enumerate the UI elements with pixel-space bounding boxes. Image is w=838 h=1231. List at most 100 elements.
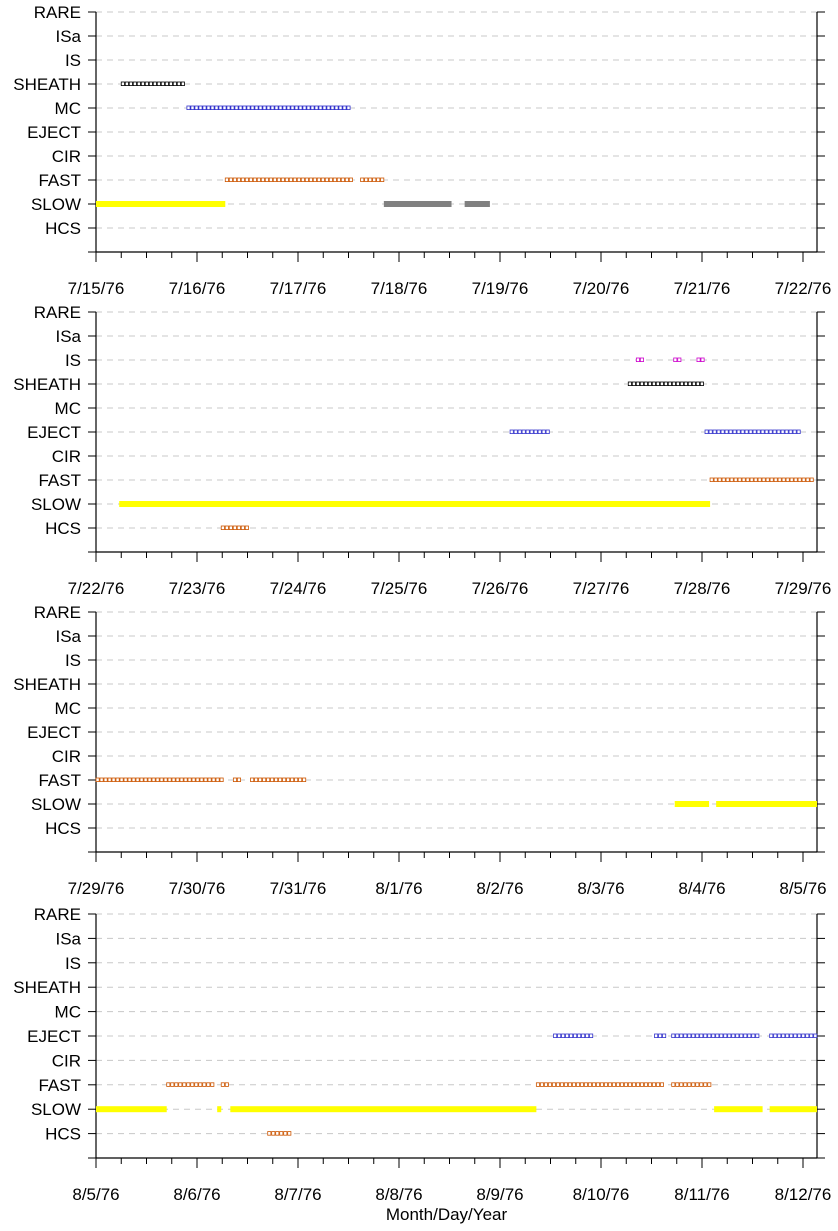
interval-marker bbox=[183, 777, 188, 782]
interval-marker bbox=[631, 1082, 636, 1087]
interval-marker bbox=[194, 1082, 199, 1087]
x-tick-label: 7/21/76 bbox=[674, 279, 731, 298]
interval-marker bbox=[230, 105, 235, 110]
interval-marker bbox=[777, 477, 782, 482]
x-tick-label: 7/15/76 bbox=[68, 279, 125, 298]
category-label-rare: RARE bbox=[34, 3, 81, 22]
interval-marker bbox=[761, 477, 766, 482]
interval-marker bbox=[294, 105, 299, 110]
interval-marker bbox=[316, 177, 321, 182]
x-tick-label: 8/6/76 bbox=[173, 1185, 220, 1204]
interval-slow bbox=[119, 501, 711, 507]
interval-marker bbox=[539, 1082, 544, 1087]
category-label-isa: ISa bbox=[55, 27, 81, 46]
interval-marker bbox=[585, 1033, 590, 1038]
interval-marker bbox=[792, 429, 797, 434]
interval-marker bbox=[238, 105, 243, 110]
interval-slow bbox=[96, 201, 226, 207]
interval-marker bbox=[671, 1033, 676, 1038]
interval-marker bbox=[699, 381, 704, 386]
interval-marker bbox=[207, 777, 212, 782]
interval-marker bbox=[517, 429, 522, 434]
category-label-fast: FAST bbox=[38, 171, 81, 190]
interval-marker bbox=[306, 105, 311, 110]
x-tick-label: 7/24/76 bbox=[270, 579, 327, 598]
interval-marker bbox=[256, 177, 261, 182]
interval-marker bbox=[258, 105, 263, 110]
category-label-hcs: HCS bbox=[45, 819, 81, 838]
interval-marker bbox=[203, 777, 208, 782]
category-label-sheath: SHEATH bbox=[13, 675, 81, 694]
interval-marker bbox=[228, 525, 233, 530]
interval-marker bbox=[302, 105, 307, 110]
interval-marker bbox=[776, 429, 781, 434]
interval-marker bbox=[797, 477, 802, 482]
interval-marker bbox=[310, 105, 315, 110]
interval-marker bbox=[228, 177, 233, 182]
interval-marker bbox=[222, 105, 227, 110]
interval-marker bbox=[764, 429, 769, 434]
interval-marker bbox=[334, 105, 339, 110]
x-tick-label: 7/23/76 bbox=[169, 579, 226, 598]
interval-marker bbox=[695, 1082, 700, 1087]
interval-marker bbox=[707, 1033, 712, 1038]
interval-marker bbox=[284, 177, 289, 182]
interval-marker bbox=[699, 1033, 704, 1038]
interval-marker bbox=[210, 105, 215, 110]
interval-marker bbox=[368, 177, 373, 182]
interval-marker bbox=[662, 1033, 667, 1038]
interval-eject bbox=[509, 429, 550, 434]
interval-marker bbox=[298, 777, 303, 782]
interval-marker bbox=[521, 429, 526, 434]
interval-marker bbox=[545, 429, 550, 434]
interval-marker bbox=[805, 1033, 810, 1038]
interval-marker bbox=[611, 1082, 616, 1087]
interval-marker bbox=[525, 429, 530, 434]
interval-marker bbox=[793, 477, 798, 482]
x-tick-label: 7/20/76 bbox=[573, 279, 630, 298]
interval-eject bbox=[671, 1033, 760, 1038]
interval-marker bbox=[342, 105, 347, 110]
interval-marker bbox=[236, 777, 241, 782]
interval-marker bbox=[147, 777, 152, 782]
interval-marker bbox=[155, 777, 160, 782]
interval-eject bbox=[654, 1033, 667, 1038]
interval-marker bbox=[244, 525, 249, 530]
interval-marker bbox=[573, 1033, 578, 1038]
interval-marker bbox=[765, 477, 770, 482]
category-label-isa: ISa bbox=[55, 327, 81, 346]
interval-marker bbox=[250, 777, 255, 782]
interval-marker bbox=[236, 525, 241, 530]
interval-marker bbox=[278, 105, 283, 110]
interval-marker bbox=[246, 105, 251, 110]
interval-marker bbox=[298, 105, 303, 110]
interval-marker bbox=[801, 1033, 806, 1038]
interval-fast bbox=[232, 777, 241, 782]
interval-marker bbox=[749, 477, 754, 482]
interval-marker bbox=[252, 177, 257, 182]
interval-fast bbox=[360, 177, 385, 182]
interval-marker bbox=[805, 477, 810, 482]
interval-marker bbox=[671, 1082, 676, 1087]
category-label-eject: EJECT bbox=[27, 1027, 81, 1046]
interval-marker bbox=[328, 177, 333, 182]
category-label-hcs: HCS bbox=[45, 1125, 81, 1144]
interval-marker bbox=[619, 1082, 624, 1087]
x-tick-label: 7/16/76 bbox=[169, 279, 226, 298]
interval-marker bbox=[338, 105, 343, 110]
interval-marker bbox=[801, 477, 806, 482]
interval-marker bbox=[732, 429, 737, 434]
interval-marker bbox=[287, 1131, 292, 1136]
interval-marker bbox=[210, 1082, 215, 1087]
category-label-rare: RARE bbox=[34, 603, 81, 622]
interval-marker bbox=[509, 429, 514, 434]
interval-marker bbox=[773, 1033, 778, 1038]
interval-marker bbox=[324, 177, 329, 182]
interval-marker bbox=[282, 105, 287, 110]
interval-marker bbox=[198, 105, 203, 110]
interval-sheath bbox=[627, 381, 704, 386]
interval-marker bbox=[658, 1033, 663, 1038]
interval-marker bbox=[671, 381, 676, 386]
interval-marker bbox=[748, 429, 753, 434]
interval-marker bbox=[683, 1082, 688, 1087]
